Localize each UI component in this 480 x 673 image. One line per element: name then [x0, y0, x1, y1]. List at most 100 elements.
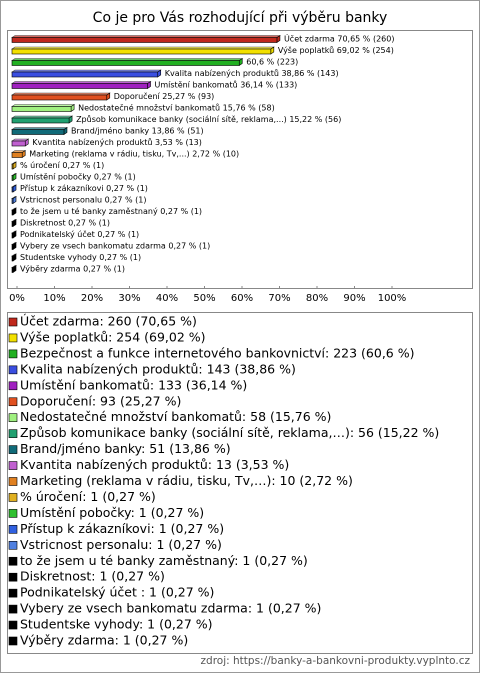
legend-swatch — [8, 572, 18, 582]
x-tick-label: 50% — [193, 293, 215, 304]
x-tick-label: 20% — [81, 293, 103, 304]
legend-label: Vybery ze vsech bankomatu zdarma: 1 (0,2… — [20, 601, 321, 616]
data-label: Umístění pobočky 0,27 % (1) — [20, 172, 136, 182]
legend-swatch — [8, 556, 18, 566]
bar — [11, 106, 72, 112]
legend-label: Podnikatelský účet : 1 (0,27 %) — [20, 585, 214, 600]
data-label: Vstricnost personalu 0,27 % (1) — [20, 196, 147, 205]
data-label: Diskretnost 0,27 % (1) — [20, 219, 110, 228]
legend-swatch — [8, 317, 18, 327]
legend-swatch — [8, 365, 18, 375]
bar — [11, 83, 148, 89]
legend-swatch — [8, 397, 18, 407]
data-label: to že jsem u té banky zaměstnaný 0,27 % … — [20, 206, 202, 216]
legend-swatch — [8, 477, 18, 486]
legend-label: Brand/jméno banky: 51 (13,86 %) — [20, 441, 231, 456]
legend-swatch — [8, 493, 18, 502]
bar — [11, 60, 240, 66]
bar — [11, 48, 272, 55]
legend-frame — [7, 312, 473, 654]
bar-top — [11, 92, 111, 96]
x-tick-label: 80% — [306, 293, 328, 304]
legend-swatch — [8, 525, 18, 534]
bar — [11, 244, 14, 250]
data-label: Vybery ze vsech bankomatu zdarma 0,27 % … — [20, 242, 210, 251]
bar — [11, 152, 23, 158]
legend-swatch — [8, 349, 18, 359]
legend-swatch — [8, 604, 18, 614]
data-label: Doporučení 25,27 % (93) — [114, 91, 215, 101]
legend-label: Kvantita nabízených produktů: 13 (3,53 %… — [20, 457, 289, 472]
x-tick-label: 100% — [378, 293, 407, 304]
legend-swatch — [8, 540, 18, 550]
x-tick-label: 60% — [231, 293, 253, 304]
x-tick-label: 10% — [43, 293, 65, 304]
legend-label: to že jsem u té banky zaměstnaný: 1 (0,2… — [20, 553, 308, 568]
legend-label: Účet zdarma: 260 (70,65 %) — [20, 314, 197, 329]
legend-label: Studentske vyhody: 1 (0,27 %) — [20, 617, 213, 632]
legend-swatch — [8, 381, 18, 391]
bar — [11, 163, 14, 170]
bar — [11, 232, 14, 239]
legend-label: Doporučení: 93 (25,27 %) — [20, 393, 181, 408]
bar — [11, 221, 14, 227]
data-label: Způsob komunikace banky (sociální sítě, … — [76, 114, 341, 124]
legend-label: Způsob komunikace banky (sociální sítě, … — [20, 425, 439, 440]
legend-label: Umístění pobočky: 1 (0,27 %) — [20, 505, 204, 520]
legend-label: Výběry zdarma: 1 (0,27 %) — [20, 633, 188, 648]
bar — [11, 117, 70, 124]
legend-label: Nedostatečné množství bankomatů: 58 (15,… — [20, 409, 331, 424]
x-tick-label: 70% — [268, 293, 290, 304]
legend-label: Diskretnost: 1 (0,27 %) — [20, 569, 165, 584]
bar — [11, 255, 14, 262]
legend-swatch — [8, 636, 18, 646]
legend-swatch — [8, 620, 18, 630]
bar — [11, 37, 278, 43]
x-tick-label: 40% — [156, 293, 178, 304]
legend-label: Marketing (reklama v rádiu, tisku, Tv,…)… — [20, 473, 353, 488]
legend-swatch — [8, 429, 18, 438]
legend-label: % úročení: 1 (0,27 %) — [20, 489, 156, 504]
legend-label: Bezpečnost a funkce internetového bankov… — [20, 345, 414, 360]
data-label: Podnikatelský účet 0,27 % (1) — [20, 229, 139, 239]
data-label: 60,6 % (223) — [246, 58, 298, 67]
x-tick-label: 0% — [9, 293, 25, 304]
legend-swatch — [8, 588, 18, 598]
source: zdroj: https://banky-a-bankovni-produkty… — [201, 655, 471, 667]
legend-swatch — [8, 509, 18, 518]
legend-label: Přístup k zákazníkovi: 1 (0,27 %) — [20, 521, 224, 536]
legend-label: Výše poplatků: 254 (69,02 %) — [20, 329, 206, 344]
bar — [11, 129, 65, 135]
legend-label: Kvalita nabízených produktů: 143 (38,86 … — [20, 361, 296, 376]
bar — [11, 175, 14, 181]
bar-top — [11, 138, 30, 142]
data-label: Výše poplatků 69,02 % (254) — [278, 45, 394, 55]
data-label: Výběry zdarma 0,27 % (1) — [20, 265, 125, 274]
data-label: Účet zdarma 70,65 % (260) — [284, 33, 395, 44]
bar — [11, 198, 14, 204]
bar — [11, 186, 14, 193]
bar — [11, 71, 159, 78]
legend-swatch — [8, 333, 18, 343]
legend-label: Umístění bankomatů: 133 (36,14 %) — [20, 377, 247, 392]
data-label: Brand/jméno banky 13,86 % (51) — [71, 126, 204, 136]
data-label: Kvantita nabízených produktů 3,53 % (13) — [32, 137, 202, 147]
legend-swatch — [8, 445, 18, 454]
data-label: Marketing (reklama v rádiu, tisku, Tv,..… — [29, 150, 239, 159]
legend-swatch — [8, 413, 18, 423]
bar-top — [11, 104, 76, 107]
bar-top — [11, 127, 68, 130]
data-label: Kvalita nabízených produktů 38,86 % (143… — [165, 68, 339, 78]
bar-top — [11, 69, 162, 73]
data-label: Studentske vyhody 0,27 % (1) — [20, 253, 141, 262]
data-label: Nedostatečné množství bankomatů 15,76 % … — [78, 103, 275, 113]
bar — [11, 94, 108, 101]
data-label: % úročení 0,27 % (1) — [20, 160, 104, 170]
data-label: Umístění bankomatů 36,14 % (133) — [155, 80, 298, 90]
bar — [11, 140, 26, 147]
data-label: Přístup k zákazníkovi 0,27 % (1) — [20, 184, 148, 193]
bar-top — [11, 115, 74, 119]
bar — [11, 267, 14, 273]
bar — [11, 209, 14, 216]
